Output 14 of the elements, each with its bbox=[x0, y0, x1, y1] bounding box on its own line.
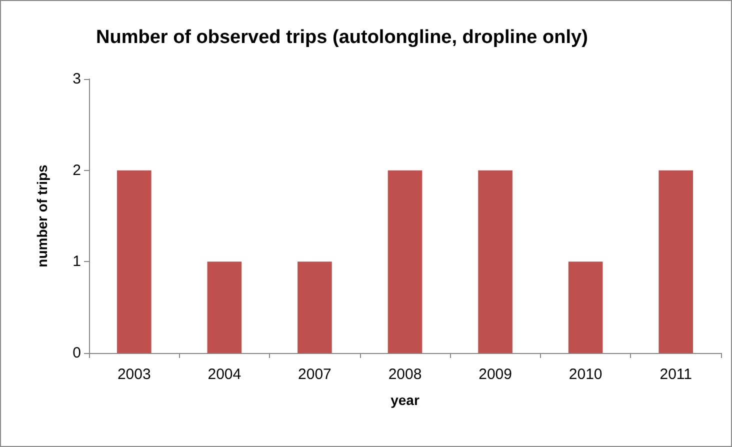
y-tick-label: 0 bbox=[72, 344, 81, 362]
chart-title: Number of observed trips (autolongline, dropline only) bbox=[96, 27, 588, 48]
x-tick-label: 2011 bbox=[660, 366, 692, 383]
x-tick-label: 2010 bbox=[568, 366, 602, 383]
x-tick-label: 2003 bbox=[117, 366, 151, 383]
y-axis-title: number of trips bbox=[34, 164, 50, 268]
x-axis-title: year bbox=[390, 392, 420, 408]
x-tick-label: 2009 bbox=[478, 366, 512, 383]
x-tick-label: 2008 bbox=[388, 366, 422, 383]
y-tick-label: 1 bbox=[72, 253, 81, 270]
y-tick-label: 2 bbox=[72, 162, 81, 179]
y-tick-label: 3 bbox=[72, 70, 81, 88]
x-tick-label: 2007 bbox=[298, 366, 332, 383]
x-tick-label: 2004 bbox=[208, 366, 242, 383]
